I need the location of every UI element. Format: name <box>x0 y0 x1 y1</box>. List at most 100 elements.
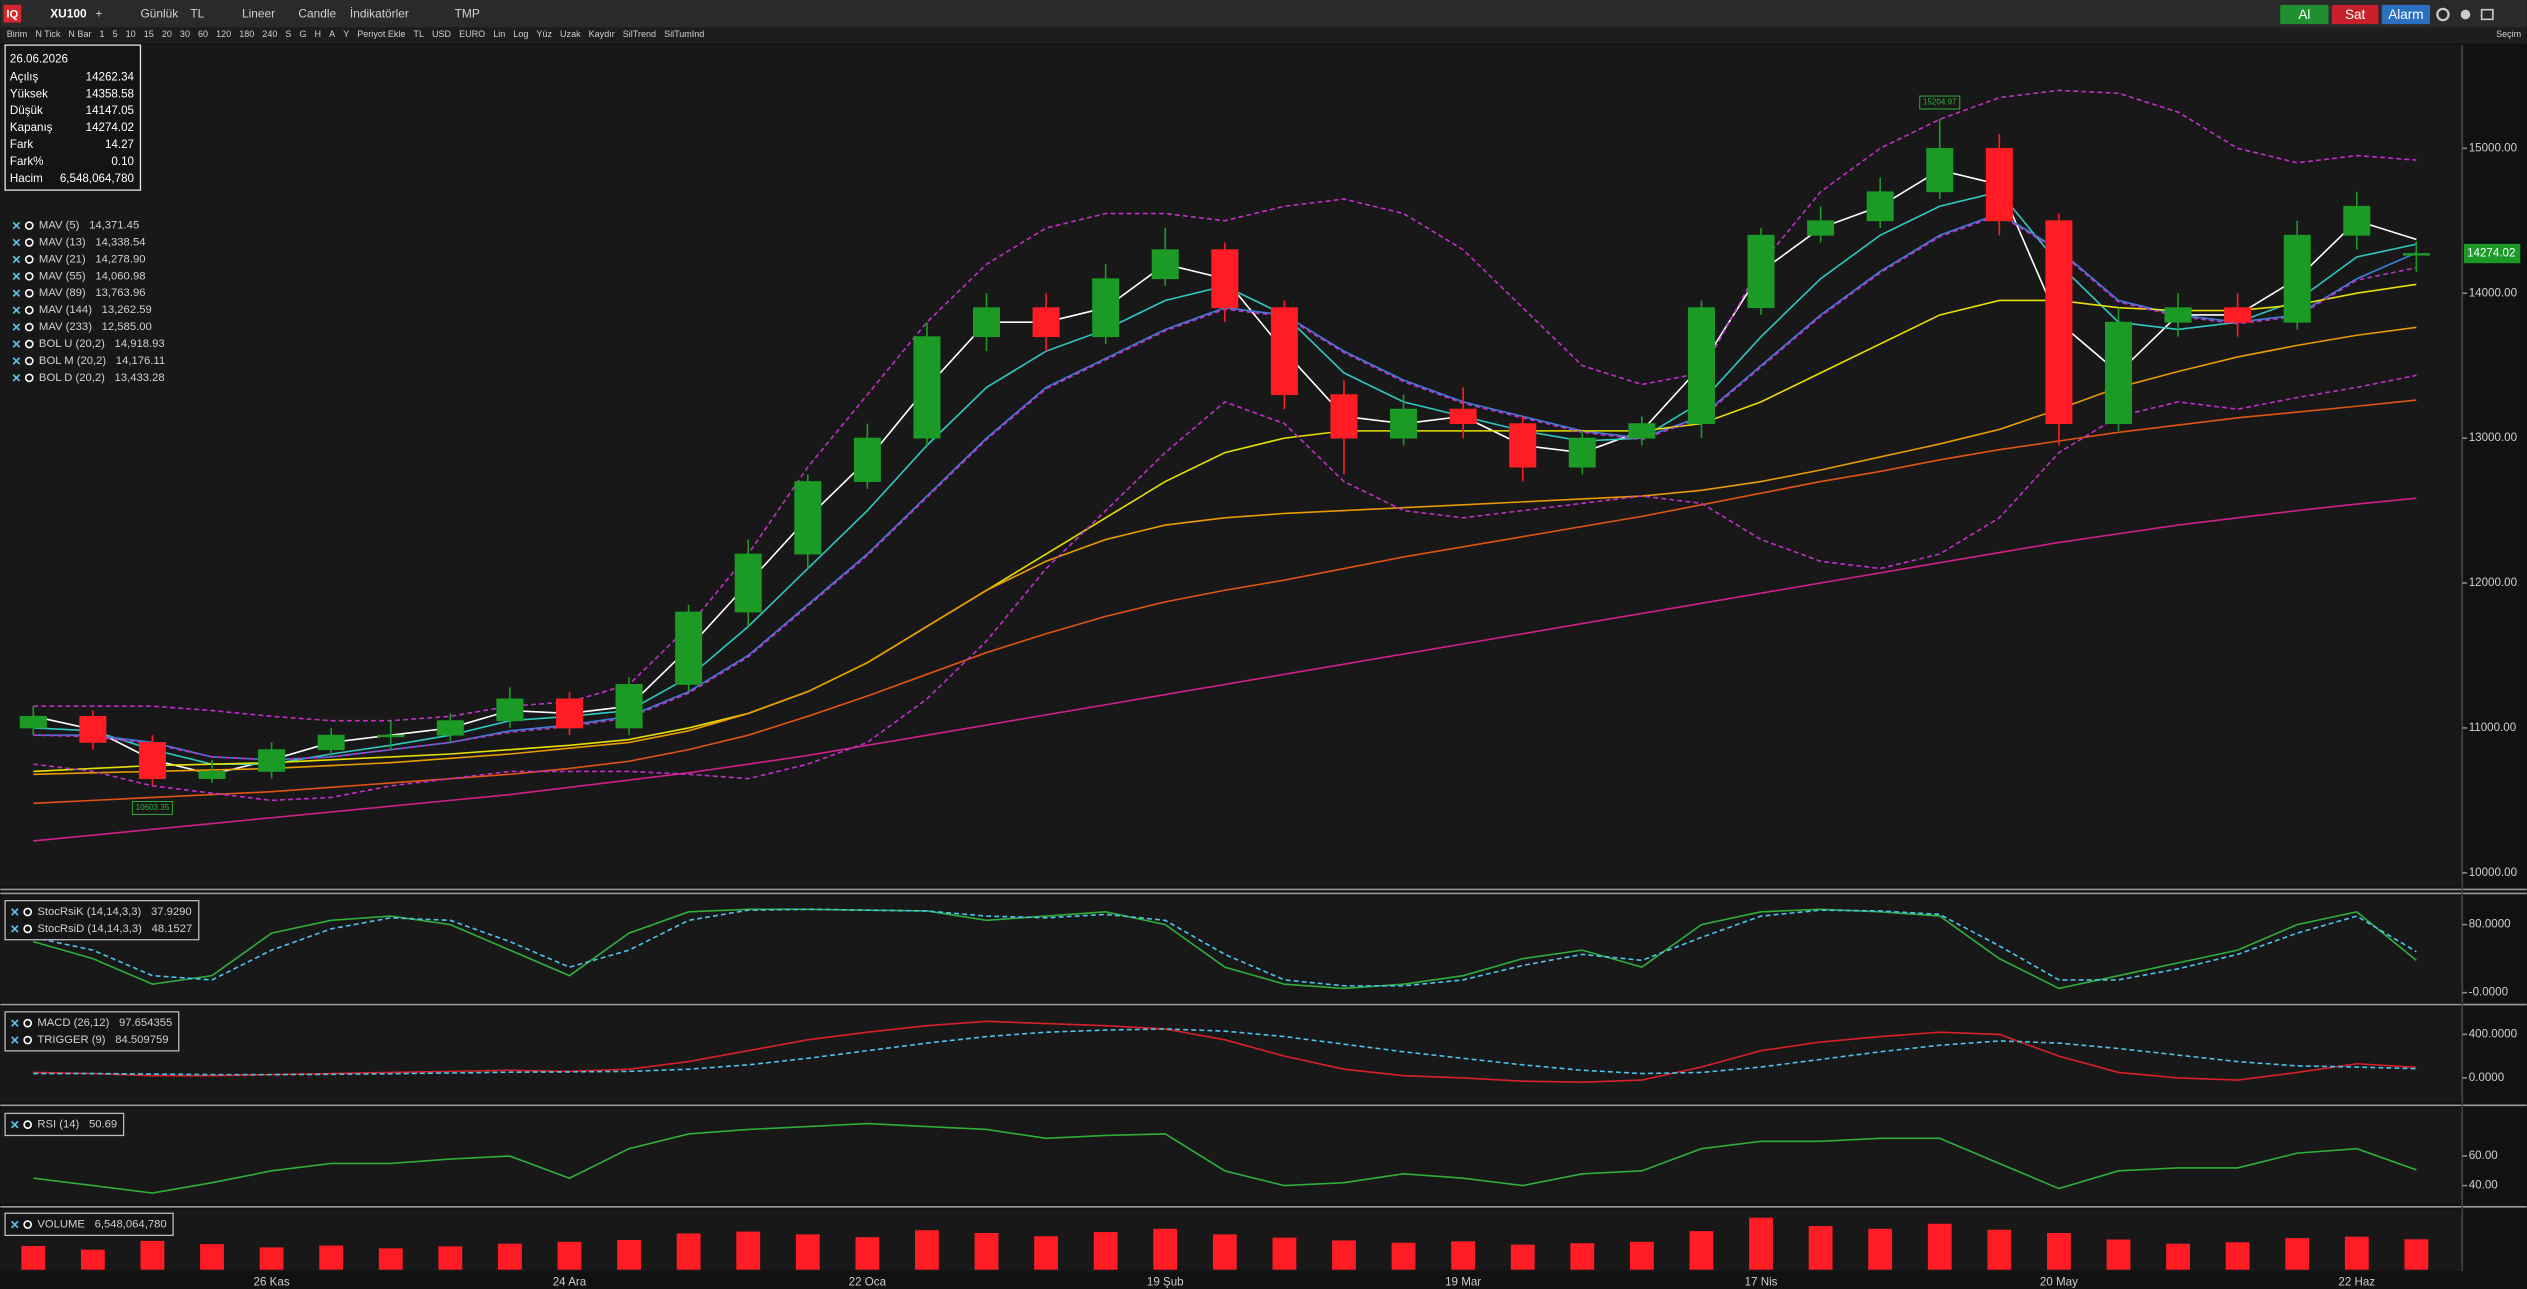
settings-icon[interactable] <box>2436 7 2450 22</box>
remove-icon[interactable] <box>12 255 21 264</box>
legend-value: 14,278.90 <box>95 253 145 265</box>
visibility-icon[interactable] <box>23 1220 33 1229</box>
toolbar-option[interactable]: Birim <box>7 29 28 39</box>
visibility-icon[interactable] <box>24 255 34 264</box>
remove-icon[interactable] <box>12 289 21 298</box>
toolbar-option[interactable]: 5 <box>113 29 118 39</box>
candle-body <box>496 698 524 722</box>
toolbar-option[interactable]: SilTrend <box>623 29 656 39</box>
toolbar-option[interactable]: Y <box>343 29 349 39</box>
add-symbol[interactable]: + <box>95 7 102 21</box>
remove-icon[interactable] <box>10 1019 19 1027</box>
remove-icon[interactable] <box>10 908 19 916</box>
x-tick-label: 22 Haz <box>2338 1276 2375 1289</box>
toolbar-item[interactable]: Günlük <box>140 7 178 21</box>
remove-icon[interactable] <box>10 1220 19 1229</box>
toolbar-option[interactable]: S <box>285 29 291 39</box>
logo[interactable]: IQ <box>6 8 18 20</box>
remove-icon[interactable] <box>12 306 21 314</box>
toolbar-item[interactable]: Lineer <box>242 7 275 21</box>
toolbar-option[interactable]: A <box>329 29 335 39</box>
remove-icon[interactable] <box>10 1036 19 1044</box>
visibility-icon[interactable] <box>24 356 34 366</box>
remove-icon[interactable] <box>12 357 21 365</box>
toolbar-option[interactable]: 180 <box>239 29 254 39</box>
extreme-label: 15204.97 <box>1923 98 1957 107</box>
remove-icon[interactable] <box>12 221 21 230</box>
info-value: 6,548,064,780 <box>60 172 134 185</box>
sell-button-bg[interactable] <box>2331 4 2379 25</box>
visibility-icon[interactable] <box>23 907 33 917</box>
selection-label[interactable]: Seçim <box>2496 29 2521 39</box>
volume-bar <box>795 1234 820 1270</box>
toolbar-option[interactable]: TL <box>413 29 424 39</box>
toolbar-option[interactable]: SilTumInd <box>664 29 704 39</box>
visibility-icon[interactable] <box>24 288 34 298</box>
toolbar-item[interactable]: TL <box>190 7 204 21</box>
buy-button-bg[interactable] <box>2280 4 2329 25</box>
visibility-icon[interactable] <box>24 221 34 230</box>
remove-icon[interactable] <box>12 272 21 281</box>
toolbar-option[interactable]: EURO <box>459 29 485 39</box>
candle-body <box>1211 249 1239 309</box>
legend-value: 14,371.45 <box>89 220 139 232</box>
visibility-icon[interactable] <box>24 339 34 349</box>
display-icon[interactable] <box>2460 9 2471 20</box>
remove-icon[interactable] <box>12 238 21 247</box>
logo-box[interactable] <box>3 4 22 23</box>
window-icon[interactable] <box>2480 8 2494 21</box>
toolbar-option[interactable]: Yüz <box>536 29 552 39</box>
toolbar-option[interactable]: Periyot Ekle <box>357 29 405 39</box>
candle-body <box>734 553 762 613</box>
toolbar-option[interactable]: N Tick <box>35 29 61 39</box>
buy-button[interactable]: Al <box>2298 7 2310 22</box>
indicator-line <box>33 326 2417 776</box>
visibility-icon[interactable] <box>23 1018 33 1028</box>
symbol[interactable]: XU100 <box>50 7 87 21</box>
toolbar-option[interactable]: Kaydır <box>589 29 615 39</box>
visibility-icon[interactable] <box>23 1035 33 1045</box>
volume-bar <box>974 1233 999 1270</box>
sell-button[interactable]: Sat <box>2345 7 2366 22</box>
toolbar-item[interactable]: TMP <box>455 7 480 21</box>
remove-icon[interactable] <box>12 374 21 382</box>
toolbar-item[interactable]: Candle <box>298 7 336 21</box>
volume-bar <box>80 1249 105 1270</box>
volume-bar <box>915 1230 939 1270</box>
toolbar-option[interactable]: G <box>299 29 306 39</box>
candle-body <box>2104 321 2132 425</box>
toolbar-option[interactable]: USD <box>432 29 452 39</box>
toolbar-option[interactable]: 20 <box>162 29 172 39</box>
legend-value: 14,338.54 <box>95 236 145 248</box>
remove-icon[interactable] <box>12 323 21 331</box>
remove-icon[interactable] <box>10 1120 19 1129</box>
visibility-icon[interactable] <box>24 238 34 247</box>
toolbar-option[interactable]: H <box>315 29 322 39</box>
toolbar-option[interactable]: 10 <box>126 29 136 39</box>
remove-icon[interactable] <box>12 340 21 348</box>
visibility-icon[interactable] <box>23 1120 33 1130</box>
visibility-icon[interactable] <box>24 305 34 315</box>
volume-bar <box>1808 1226 1833 1270</box>
toolbar-option[interactable]: Log <box>513 29 528 39</box>
remove-icon[interactable] <box>10 925 19 933</box>
toolbar-option[interactable]: Uzak <box>560 29 581 39</box>
visibility-icon[interactable] <box>23 924 33 934</box>
y-tick-label: 400.0000 <box>2469 1027 2517 1040</box>
toolbar-option[interactable]: 1 <box>100 29 105 39</box>
toolbar-option[interactable]: N Bar <box>68 29 91 39</box>
visibility-icon[interactable] <box>24 271 34 281</box>
volume-bar <box>617 1239 641 1270</box>
toolbar-option[interactable]: Lin <box>493 29 505 39</box>
visibility-icon[interactable] <box>24 373 34 383</box>
alarm-button-bg[interactable] <box>2381 4 2431 25</box>
toolbar-option[interactable]: 60 <box>198 29 208 39</box>
toolbar-option[interactable]: 30 <box>180 29 190 39</box>
toolbar-item[interactable]: İndikatörler <box>350 7 409 21</box>
x-tick-label: 19 Şub <box>1147 1276 1184 1289</box>
toolbar-option[interactable]: 120 <box>216 29 231 39</box>
visibility-icon[interactable] <box>24 322 34 332</box>
toolbar-option[interactable]: 15 <box>144 29 154 39</box>
toolbar-option[interactable]: 240 <box>262 29 277 39</box>
alarm-button[interactable]: Alarm <box>2388 7 2423 22</box>
